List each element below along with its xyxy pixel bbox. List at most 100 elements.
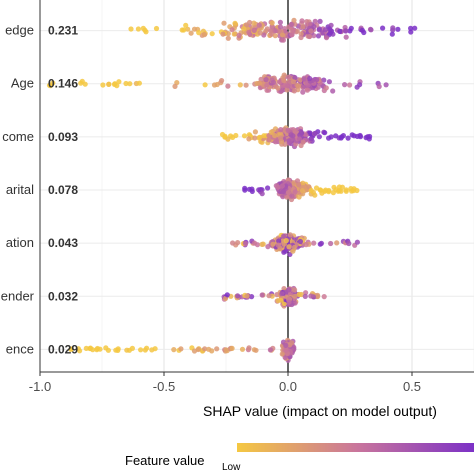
shap-point: [233, 132, 239, 139]
shap-point: [280, 188, 286, 195]
shap-point: [317, 18, 323, 24]
shap-point: [308, 28, 314, 34]
shap-point: [284, 194, 290, 200]
shap-point: [242, 185, 248, 191]
x-tick-label: 0.5: [403, 379, 421, 394]
shap-point: [278, 297, 284, 303]
shap-point: [263, 28, 269, 34]
shap-point: [246, 136, 252, 142]
shap-point: [328, 240, 334, 247]
mean-abs-shap-label: 0.029: [48, 342, 78, 356]
shap-point: [281, 72, 287, 78]
shap-point: [303, 132, 309, 138]
shap-point: [288, 21, 294, 27]
shap-point: [290, 133, 296, 139]
shap-point: [308, 136, 314, 142]
shap-point: [322, 27, 328, 33]
feature-labels: edge 0.231 Age 0.146 come 0.093 arital 0.078 ati…: [1, 23, 79, 357]
shap-point: [292, 287, 298, 293]
shap-point: [256, 80, 263, 86]
mean-abs-shap-label: 0.093: [48, 130, 78, 144]
shap-point: [326, 26, 333, 32]
shap-point: [188, 30, 194, 36]
shap-point: [301, 76, 307, 82]
shap-point: [185, 26, 191, 32]
shap-point: [300, 139, 306, 145]
shap-point: [270, 241, 276, 247]
shap-point: [241, 26, 247, 32]
shap-point: [323, 35, 330, 41]
shap-point: [47, 83, 54, 89]
shap-point: [261, 133, 267, 139]
shap-point: [343, 34, 349, 40]
shap-point: [292, 75, 298, 81]
shap-point: [310, 189, 316, 196]
shap-point: [243, 82, 249, 88]
shap-point: [211, 82, 218, 88]
shap-point: [348, 25, 354, 31]
shap-point: [326, 135, 332, 141]
shap-point: [284, 87, 290, 93]
shap-point: [297, 238, 303, 245]
shap-point: [286, 287, 292, 293]
shap-point: [347, 82, 353, 88]
shap-point: [252, 135, 258, 141]
shap-point: [256, 22, 262, 28]
mean-abs-shap-label: 0.231: [48, 24, 78, 38]
feature-name-label: ender: [1, 288, 35, 303]
shap-point: [276, 238, 282, 244]
x-axis-ticks: -1.0 -0.5 0.0 0.5: [29, 372, 421, 394]
shap-point: [285, 190, 292, 196]
shap-point: [244, 293, 250, 299]
shap-point: [343, 187, 349, 193]
shap-point: [68, 346, 74, 352]
shap-point: [277, 79, 283, 85]
shap-point: [153, 25, 160, 32]
shap-point: [116, 79, 122, 85]
mean-abs-shap-label: 0.032: [48, 289, 78, 303]
shap-point: [298, 31, 304, 37]
shap-point: [275, 242, 281, 248]
shap-point: [115, 347, 121, 353]
shap-point: [279, 291, 285, 297]
shap-point: [318, 240, 324, 246]
shap-point: [292, 128, 298, 134]
shap-point: [100, 82, 106, 88]
shap-point: [97, 346, 103, 352]
shap-point: [311, 240, 317, 246]
shap-point: [311, 23, 317, 30]
shap-point: [251, 20, 257, 26]
shap-point: [323, 187, 329, 193]
shap-point: [138, 347, 144, 353]
shap-point: [343, 28, 349, 34]
shap-point: [225, 35, 231, 41]
shap-point: [106, 81, 112, 87]
shap-point: [315, 84, 321, 90]
shap-point: [395, 26, 401, 32]
shap-point: [351, 186, 357, 192]
shap-point: [285, 83, 291, 89]
shap-point: [337, 28, 343, 34]
shap-point: [259, 191, 265, 197]
shap-point: [256, 187, 262, 193]
shap-point: [357, 82, 363, 88]
mean-abs-shap-label: 0.043: [48, 236, 78, 250]
shap-point: [230, 240, 236, 246]
shap-point: [206, 346, 212, 352]
shap-point: [223, 347, 229, 353]
grid-lines: [39, 0, 474, 372]
shap-point: [389, 31, 395, 37]
shap-point: [263, 77, 269, 83]
shap-point: [290, 248, 296, 254]
shap-point: [308, 293, 314, 299]
shap-point: [298, 34, 304, 41]
shap-point: [286, 138, 292, 144]
shap-point: [290, 79, 296, 85]
feature-name-label: come: [2, 129, 34, 144]
shap-point: [235, 293, 241, 299]
shap-point: [172, 83, 178, 89]
shap-point: [253, 347, 259, 353]
plot-panel-border: [39, 0, 474, 373]
shap-point: [87, 345, 94, 351]
